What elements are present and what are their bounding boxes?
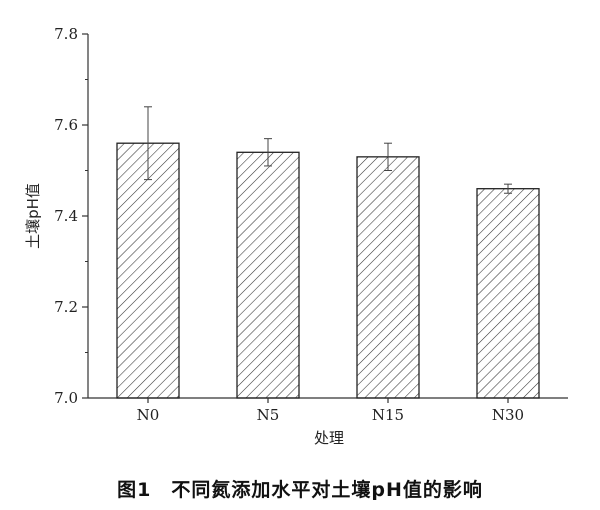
- figure-caption: 图1 不同氮添加水平对土壤pH值的影响: [117, 479, 483, 501]
- y-tick-label: 7.2: [54, 298, 78, 316]
- y-tick-label: 7.4: [54, 207, 78, 225]
- bar-n0: [116, 142, 180, 399]
- x-axis-title: 处理: [314, 429, 344, 447]
- bar-n15: [356, 156, 420, 399]
- x-tick-label: N30: [492, 406, 524, 424]
- bar-n5: [236, 151, 300, 399]
- y-axis-ticks: 7.0 7.2 7.4 7.6 7.8: [54, 25, 88, 407]
- y-tick-label: 7.6: [54, 116, 78, 134]
- x-tick-label: N15: [372, 406, 404, 424]
- y-tick-label: 7.8: [54, 25, 78, 43]
- y-tick-label: 7.0: [54, 389, 78, 407]
- x-tick-label: N5: [257, 406, 280, 424]
- y-axis-title: 土壤pH值: [24, 183, 42, 249]
- x-tick-label: N0: [137, 406, 160, 424]
- x-axis-ticks: N0 N5 N15 N30: [137, 398, 524, 424]
- bars: [116, 106, 540, 399]
- bar-n30: [476, 188, 540, 399]
